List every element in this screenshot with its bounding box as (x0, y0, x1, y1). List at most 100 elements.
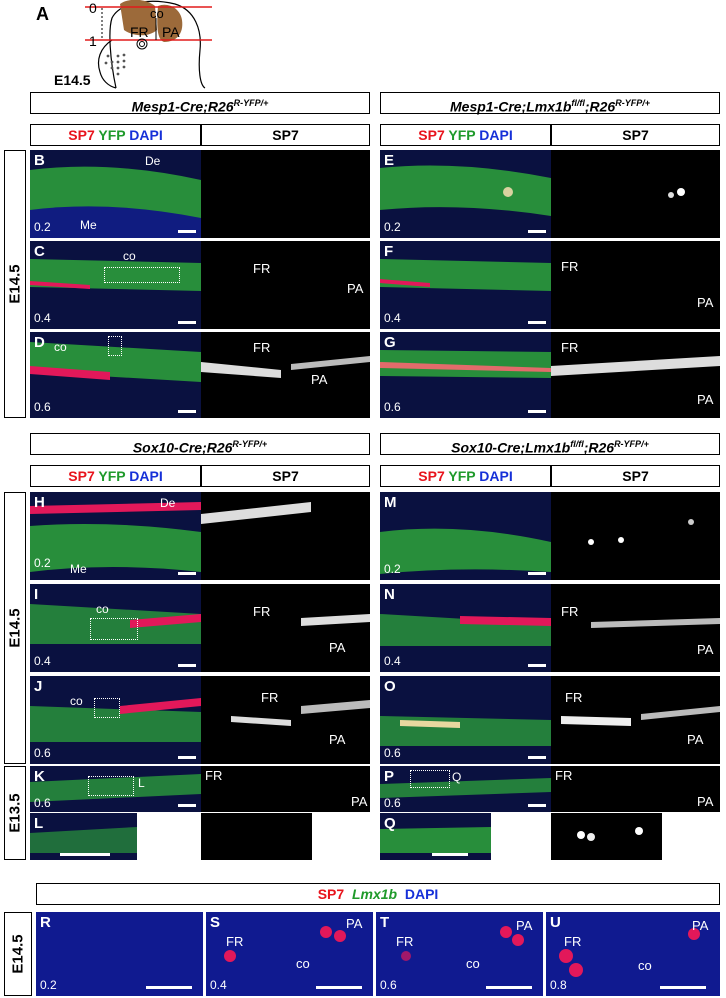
channel-header-sp7-left-2: SP7 (201, 465, 370, 487)
panel-letter: C (34, 243, 45, 260)
panel-letter: Q (384, 815, 396, 832)
scale-bar (486, 986, 532, 989)
scale-bar (178, 664, 196, 667)
depth-label: 0.8 (550, 978, 567, 992)
depth-label: 0.6 (384, 400, 401, 414)
panel-j-merge: J co 0.6 (30, 676, 201, 764)
head-schematic-drawing (85, 0, 212, 89)
scale-bar (316, 986, 362, 989)
label-me: Me (80, 218, 97, 232)
panel-letter: H (34, 494, 45, 511)
panel-k-sp7: FR PA (201, 766, 370, 812)
panel-letter: E (384, 152, 395, 169)
inset-label: L (138, 776, 145, 790)
inset-box (410, 770, 450, 788)
label-pa: PA (687, 732, 704, 747)
depth-label: 0.4 (384, 654, 401, 668)
depth-label: 0.4 (34, 654, 51, 668)
label-co: co (123, 249, 136, 263)
label-fr: FR (561, 340, 579, 355)
scale-bar (146, 986, 192, 989)
scale-bar (528, 410, 546, 413)
channel-header-sp7-right-2: SP7 (551, 465, 720, 487)
channel-header-sp7-right: SP7 (551, 124, 720, 146)
panel-i-merge: I co 0.4 (30, 584, 201, 672)
depth-label: 0.2 (34, 220, 51, 234)
panel-e-merge: E 0.2 (380, 150, 551, 238)
inset-box (108, 336, 122, 356)
panel-e-sp7 (551, 150, 720, 238)
panel-i-sp7: FR PA (201, 584, 370, 672)
panel-o-sp7: FR PA (551, 676, 720, 764)
panel-s: S FR PA co 0.4 (206, 912, 373, 996)
panel-g-merge: G 0.6 (380, 332, 551, 418)
inset-box (90, 618, 138, 640)
depth-label: 0.4 (384, 311, 401, 325)
depth-label: 0.6 (384, 796, 401, 810)
panel-u: U FR PA co 0.8 (546, 912, 720, 996)
panel-b-merge: B De Me 0.2 (30, 150, 201, 238)
label-fr: FR (564, 934, 582, 949)
panel-d-sp7: FR PA (201, 332, 370, 418)
panel-letter: L (34, 815, 44, 832)
label-co: co (466, 956, 480, 971)
scale-bar (178, 230, 196, 233)
scale-bar (60, 853, 110, 856)
panel-f-merge: F 0.4 (380, 241, 551, 329)
panel-j-sp7: FR PA (201, 676, 370, 764)
channel-header-merge-left-2: SP7 YFP DAPI (30, 465, 201, 487)
panel-r: R 0.2 (36, 912, 203, 996)
header-sox-control: Sox10-Cre;R26R-YFP/+ (30, 433, 370, 456)
label-co: co (296, 956, 310, 971)
panel-b-sp7 (201, 150, 370, 238)
header-sox-mutant: Sox10-Cre;Lmx1bfl/fl;R26R-YFP/+ (380, 433, 720, 456)
scale-bottom-label: 1 (89, 33, 97, 49)
depth-label: 0.6 (34, 400, 51, 414)
panel-k-merge: K L 0.6 (30, 766, 201, 812)
label-pa: PA (346, 916, 363, 931)
schematic-stage: E14.5 (54, 72, 91, 88)
panel-o-merge: O 0.6 (380, 676, 551, 764)
label-pa: PA (329, 640, 346, 655)
panel-n-merge: N 0.4 (380, 584, 551, 672)
scale-bar (660, 986, 706, 989)
stage-label-mid: E14.5 (4, 492, 26, 764)
stage-label-top: E14.5 (4, 150, 26, 418)
label-pa: PA (347, 281, 364, 296)
label-me: Me (70, 562, 87, 576)
panel-letter: T (380, 914, 390, 931)
depth-label: 0.2 (40, 978, 57, 992)
label-fr: FR (561, 604, 579, 619)
label-co: co (54, 340, 67, 354)
panel-q-merge: Q (380, 813, 491, 860)
scale-bar (178, 410, 196, 413)
inset-box (104, 267, 180, 283)
panel-h-sp7 (201, 492, 370, 580)
panel-f-sp7: FR PA (551, 241, 720, 329)
channel-header-merge-left: SP7 YFP DAPI (30, 124, 201, 146)
panel-letter: S (210, 914, 221, 931)
scale-bar (528, 804, 546, 807)
scale-bar (528, 572, 546, 575)
label-pa: PA (697, 392, 714, 407)
label-pa: PA (329, 732, 346, 747)
schematic-pa-label: PA (162, 24, 180, 40)
label-pa: PA (311, 372, 328, 387)
label-fr: FR (205, 768, 223, 783)
panel-c-sp7: FR PA (201, 241, 370, 329)
depth-label: 0.4 (34, 311, 51, 325)
panel-letter: F (384, 243, 394, 260)
scale-bar (178, 321, 196, 324)
channel-header-sp7-left: SP7 (201, 124, 370, 146)
schematic-panel-a: A 0 1 co FR PA E14.5 (0, 0, 220, 90)
scale-top-label: 0 (89, 0, 97, 16)
depth-label: 0.4 (210, 978, 227, 992)
label-de: De (145, 154, 161, 168)
scale-bar (528, 230, 546, 233)
header-mesp-control: Mesp1-Cre;R26R-YFP/+ (30, 92, 370, 115)
panel-l-sp7 (201, 813, 312, 860)
depth-label: 0.6 (384, 746, 401, 760)
label-pa: PA (697, 794, 714, 809)
inset-box (94, 698, 120, 718)
panel-h-merge: H De Me 0.2 (30, 492, 201, 580)
